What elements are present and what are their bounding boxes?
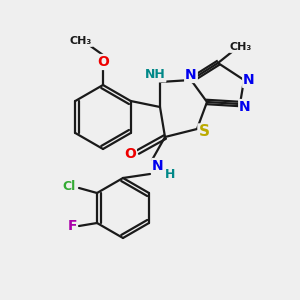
Text: N: N <box>152 159 164 173</box>
Text: N: N <box>243 73 255 87</box>
Text: O: O <box>97 55 109 69</box>
Text: S: S <box>199 124 209 140</box>
Text: Cl: Cl <box>62 179 76 193</box>
Text: CH₃: CH₃ <box>230 42 252 52</box>
Text: N: N <box>185 68 197 82</box>
Text: NH: NH <box>145 68 165 82</box>
Text: O: O <box>124 147 136 161</box>
Text: CH₃: CH₃ <box>70 36 92 46</box>
Text: F: F <box>67 219 77 233</box>
Text: N: N <box>239 100 251 114</box>
Text: H: H <box>165 167 175 181</box>
